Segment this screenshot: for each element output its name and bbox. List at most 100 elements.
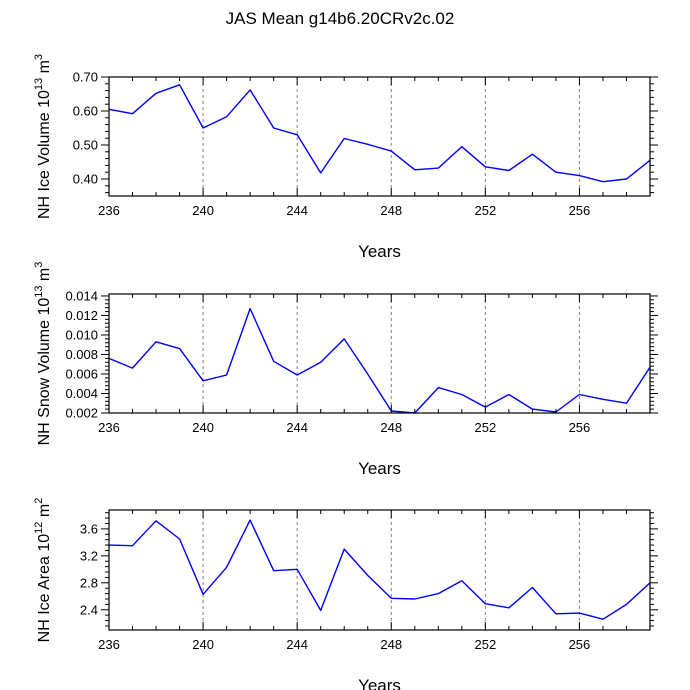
chart-1-data-point xyxy=(296,134,298,136)
chart-1-y-tick-label: 0.70 xyxy=(73,70,98,85)
chart-3-data-point xyxy=(578,612,580,614)
chart-2-y-tick-label: 0.012 xyxy=(65,308,98,323)
chart-3-y-tick-label: 2.8 xyxy=(80,575,98,590)
chart-2-data-point xyxy=(179,348,181,350)
chart-3-panel: 236 240 244 248 252 256 2.4 2.8 3.2 3.6 Years NH Ic… xyxy=(33,498,658,690)
chart-3-x-tick-label: 236 xyxy=(98,637,120,652)
chart-2-data-point xyxy=(625,402,627,404)
chart-2-y-tick-label: 0.008 xyxy=(65,347,98,362)
chart-2-data-point xyxy=(367,373,369,375)
chart-1-data-point xyxy=(320,172,322,174)
chart-1-x-tick-label: 244 xyxy=(286,203,308,218)
chart-3-y-axis-label-unit-exponent: 2 xyxy=(33,498,45,504)
chart-2-data-point xyxy=(508,393,510,395)
chart-3-data-point xyxy=(367,574,369,576)
chart-2-y-tick-label: 0.006 xyxy=(65,366,98,381)
chart-2-data-point xyxy=(437,387,439,389)
chart-1-data-point xyxy=(343,138,345,140)
chart-2-series-line xyxy=(108,307,651,414)
chart-3-data-point xyxy=(484,603,486,605)
chart-1-y-axis-label-unit-exponent: 3 xyxy=(33,54,45,60)
chart-2-data-point xyxy=(343,338,345,340)
chart-2-x-tick-label: 256 xyxy=(569,420,591,435)
chart-3-data-point xyxy=(461,580,463,582)
chart-3-data-point xyxy=(508,607,510,609)
chart-3-x-tick-label: 248 xyxy=(380,637,402,652)
chart-3-x-tick-label: 244 xyxy=(286,637,308,652)
chart-1-data-point xyxy=(273,127,275,129)
chart-3-plot-frame xyxy=(108,509,651,631)
chart-2-y-tick-label: 0.010 xyxy=(65,327,98,342)
chart-3-y-axis-label-text: NH Ice Area 10 xyxy=(36,534,53,643)
chart-3-series-line xyxy=(108,519,651,620)
chart-2-y-axis-label-text: NH Snow Volume 10 xyxy=(36,298,53,446)
chart-3-y-axis-label-exponent: 12 xyxy=(33,522,45,534)
chart-3-data-point xyxy=(414,598,416,600)
chart-2-data-point xyxy=(296,374,298,376)
chart-1-y-axis-label-unit: m xyxy=(36,60,53,78)
chart-1-x-tick-label: 236 xyxy=(98,203,120,218)
chart-3-data-point xyxy=(202,593,204,595)
chart-1-plot-frame xyxy=(108,76,651,197)
chart-2-data-point xyxy=(320,361,322,363)
chart-3-y-axis-label: NH Ice Area 1012 m2 xyxy=(33,498,53,643)
chart-3-data-point xyxy=(226,566,228,568)
chart-1-data-point xyxy=(179,84,181,86)
chart-3-x-tick-label: 240 xyxy=(192,637,214,652)
chart-1-data-point xyxy=(132,113,134,115)
chart-1-data-point xyxy=(461,146,463,148)
chart-1-y-tick-label: 0.60 xyxy=(73,104,98,119)
chart-2-x-tick-label: 244 xyxy=(286,420,308,435)
chart-2-y-axis-label: NH Snow Volume 1013 m3 xyxy=(33,262,53,446)
chart-3-data-point xyxy=(343,548,345,550)
chart-2-data-point xyxy=(578,393,580,395)
chart-1-x-tick-label: 256 xyxy=(569,203,591,218)
chart-2-y-axis-label-exponent: 13 xyxy=(33,286,45,298)
chart-3-x-tick-label: 252 xyxy=(474,637,496,652)
chart-1-data-point xyxy=(367,143,369,145)
chart-1-data-point xyxy=(155,92,157,94)
chart-1-panel: 236 240 244 248 252 256 0.40 0.50 0.60 0.70 Years N… xyxy=(33,54,658,261)
chart-3-data-point xyxy=(155,520,157,522)
chart-2-data-point xyxy=(249,308,251,310)
chart-2-panel: 236 240 244 248 252 256 0.002 0.004 0.006 0.008 0.… xyxy=(33,262,658,478)
chart-3-data-point xyxy=(390,597,392,599)
chart-1-x-tick-label: 252 xyxy=(474,203,496,218)
chart-3-data-point xyxy=(132,545,134,547)
chart-3-x-tick-label: 256 xyxy=(569,637,591,652)
chart-3-data-point xyxy=(320,609,322,611)
chart-1-series-line xyxy=(108,84,651,183)
chart-1-data-point xyxy=(508,170,510,172)
chart-1-x-tick-label: 248 xyxy=(380,203,402,218)
chart-1-data-point xyxy=(578,175,580,177)
chart-2-data-point xyxy=(602,398,604,400)
chart-1-data-point xyxy=(602,181,604,183)
chart-2-plot-frame xyxy=(108,293,651,414)
chart-1-data-point xyxy=(202,127,204,129)
chart-2-x-tick-label: 248 xyxy=(380,420,402,435)
chart-1-data-point xyxy=(390,150,392,152)
chart-3-data-point xyxy=(296,568,298,570)
chart-1-x-tick-label: 240 xyxy=(192,203,214,218)
chart-2-x-axis-label: Years xyxy=(358,459,401,478)
chart-3-data-point xyxy=(531,587,533,589)
chart-1-y-axis-label-exponent: 13 xyxy=(33,78,45,90)
chart-3-data-point xyxy=(602,618,604,620)
chart-1-data-point xyxy=(226,116,228,118)
chart-3-data-point xyxy=(179,538,181,540)
chart-2-y-tick-label: 0.014 xyxy=(65,288,98,303)
chart-3-y-tick-label: 2.4 xyxy=(80,602,98,617)
chart-2-x-tick-label: 252 xyxy=(474,420,496,435)
chart-3-data-point xyxy=(273,570,275,572)
chart-1-data-point xyxy=(555,171,557,173)
chart-1-data-point xyxy=(531,153,533,155)
chart-2-x-tick-label: 236 xyxy=(98,420,120,435)
chart-1-data-point xyxy=(484,166,486,168)
chart-2-data-point xyxy=(155,341,157,343)
chart-2-data-point xyxy=(202,380,204,382)
chart-3-data-point xyxy=(555,613,557,615)
chart-3-y-tick-label: 3.2 xyxy=(80,548,98,563)
chart-1-data-point xyxy=(414,169,416,171)
chart-3-x-axis-label: Years xyxy=(358,676,401,690)
